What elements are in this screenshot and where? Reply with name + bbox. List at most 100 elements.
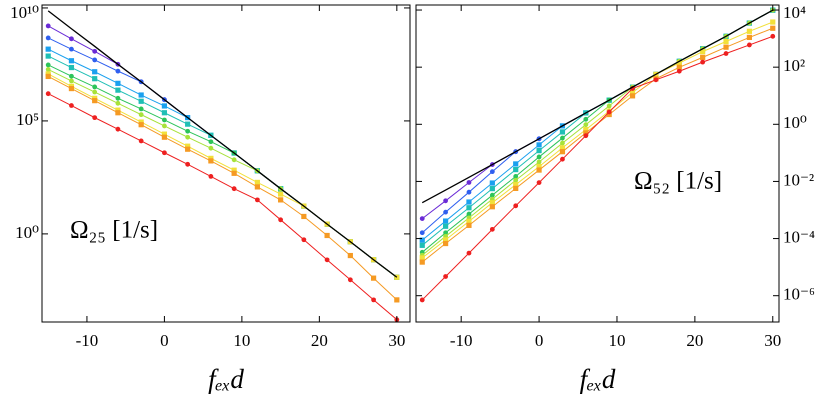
data-point [208,139,214,145]
series-line [421,27,773,263]
data-point [138,98,144,104]
data-point [443,209,449,215]
data-point [559,149,566,155]
annotation: Ω₂₅ [1/s] [70,217,158,244]
data-point [324,232,330,239]
data-point [466,189,472,195]
data-point [45,62,51,68]
data-point [324,257,330,263]
y-tick-label: 10⁴ [783,3,806,22]
data-point [746,28,752,34]
data-point [419,255,425,261]
data-point [45,35,51,41]
data-point [723,38,729,45]
data-point [254,197,260,203]
data-point [443,240,449,247]
data-point [185,146,191,152]
data-point [629,89,636,96]
data-point [419,242,425,248]
data-point [513,203,519,209]
data-point [45,23,51,29]
data-point [513,177,519,183]
data-point [583,122,589,128]
data-point [92,89,98,95]
data-point [69,78,74,84]
data-point [278,197,284,203]
data-point [466,222,472,228]
data-point [68,58,75,64]
plot-area [45,10,400,322]
data-point [115,95,121,101]
data-point [162,123,167,129]
data-point [138,119,144,125]
data-point [653,77,659,83]
data-point [700,54,706,60]
data-point [138,106,144,112]
data-point [559,145,566,151]
data-point [347,277,353,283]
y-tick-label: 10² [783,56,805,75]
data-point [231,170,237,176]
data-point [69,36,74,42]
data-point [606,103,612,109]
series-line [421,9,774,253]
data-point [536,159,542,165]
series-line [47,10,398,278]
data-point [443,198,449,204]
data-point [536,180,542,185]
data-point [231,167,237,173]
data-point [394,297,400,303]
data-point [45,46,51,52]
data-point [254,179,260,186]
y-tick-label: 10⁰ [15,223,39,242]
series-line [47,68,398,278]
data-point [138,112,144,118]
series-line [421,9,774,256]
data-point [770,25,776,31]
data-point [536,167,542,173]
data-point [92,98,98,104]
y-tick-label: 10⁵ [16,110,39,129]
data-point [466,180,472,185]
data-point [115,80,121,86]
data-point [513,166,519,173]
series-line [47,73,398,278]
y-tick-label: 10⁻⁶ [783,285,815,304]
data-point [231,157,237,163]
data-point [185,161,191,167]
data-point [489,200,495,206]
data-point [115,110,121,116]
data-point [700,49,706,55]
data-point [489,204,495,210]
data-point [278,217,284,223]
data-point [138,92,144,98]
data-point [161,134,168,140]
x-tick-label: 10 [233,331,250,350]
data-point [115,87,121,93]
data-point [115,126,121,132]
x-axis-label: fₑₓd [208,364,244,394]
data-point [68,85,75,92]
data-point [115,100,121,106]
x-tick-label: 20 [311,331,328,350]
data-point [466,250,472,256]
x-tick-label: 30 [764,331,781,350]
data-point [162,117,167,123]
data-point [92,69,98,75]
data-point [92,76,98,82]
data-point [185,128,191,134]
data-point [185,134,191,140]
data-point [489,186,495,192]
data-point [208,158,214,164]
data-point [513,185,519,192]
data-point [536,148,542,154]
data-point [161,131,168,137]
data-point [583,127,589,133]
data-point [583,133,589,139]
data-point [513,161,519,167]
data-point [419,216,425,221]
x-tick-label: 30 [388,331,405,350]
data-point [489,192,495,198]
data-point [606,111,612,118]
